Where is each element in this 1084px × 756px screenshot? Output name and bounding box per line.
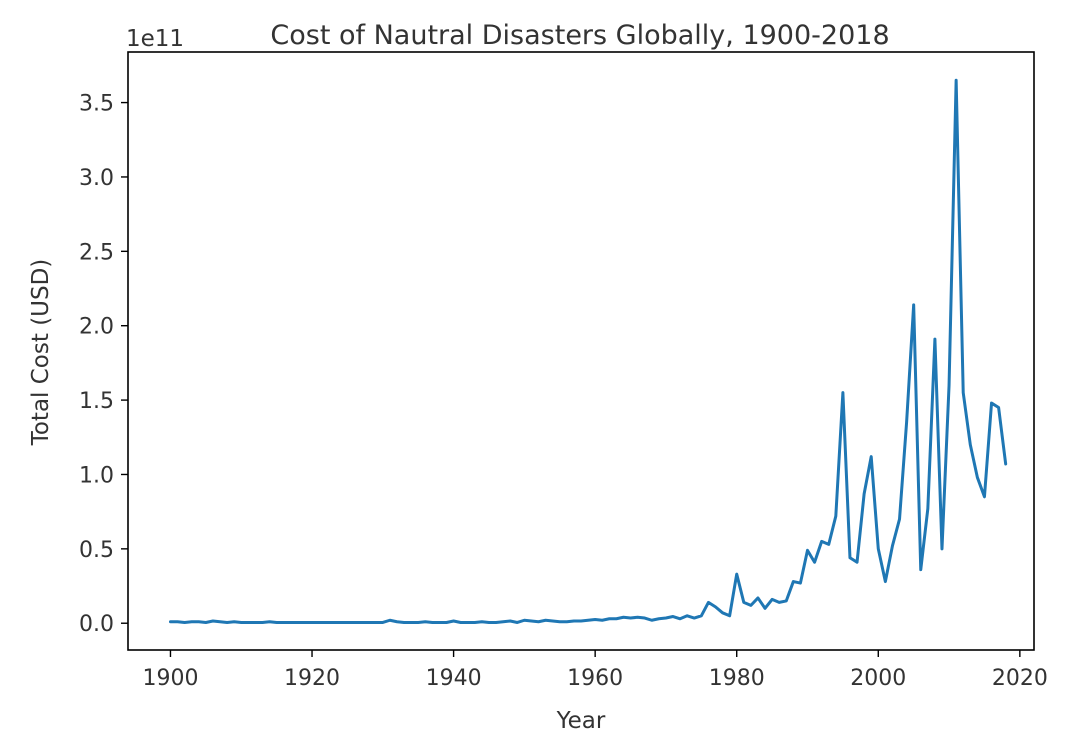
y-tick-label: 3.5 [79, 92, 114, 117]
x-tick-label: 1920 [284, 666, 340, 691]
y-axis: 0.0 0.5 1.0 1.5 2.0 2.5 3.0 3.5 [79, 92, 128, 637]
x-tick-label: 1940 [426, 666, 482, 691]
y-offset-label: 1e11 [126, 26, 184, 52]
y-tick-label: 0.0 [79, 612, 114, 637]
y-tick-label: 0.5 [79, 538, 114, 563]
y-axis-label: Total Cost (USD) [28, 259, 54, 447]
x-axis-label: Year [556, 708, 606, 734]
x-tick-label: 1960 [567, 666, 623, 691]
x-axis: 1900 1920 1940 1960 1980 2000 2020 [142, 650, 1048, 691]
y-tick-label: 1.0 [79, 463, 114, 488]
plot-frame [127, 51, 1035, 651]
series-layer [168, 78, 1008, 624]
y-tick-label: 3.0 [79, 166, 114, 191]
x-tick-label: 1980 [709, 666, 765, 691]
x-tick-label: 1900 [142, 666, 198, 691]
y-tick-label: 1.5 [79, 389, 114, 414]
chart-title: Cost of Nautral Disasters Globally, 1900… [270, 20, 889, 51]
y-tick-label: 2.0 [79, 315, 114, 340]
x-tick-label: 2000 [850, 666, 906, 691]
series-line-0 [168, 78, 1008, 624]
y-tick-label: 2.5 [79, 240, 114, 265]
x-tick-label: 2020 [992, 666, 1048, 691]
